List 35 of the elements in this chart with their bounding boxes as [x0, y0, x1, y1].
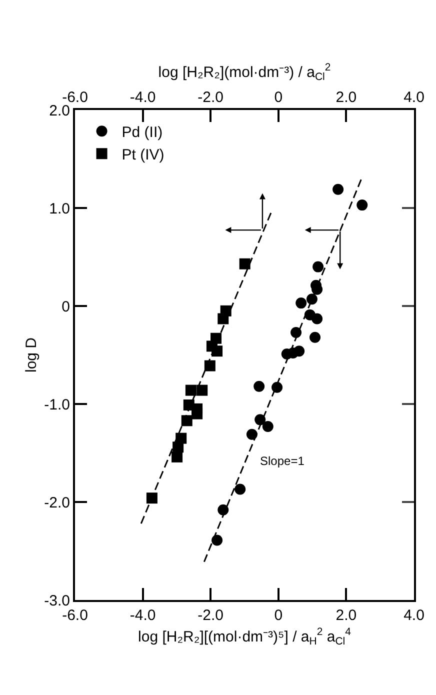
x-tick-label: -4.0	[130, 89, 156, 106]
x2-tick-label: -2.0	[198, 607, 224, 624]
point	[294, 346, 305, 357]
y-tick-label: -2.0	[44, 494, 70, 512]
point	[218, 504, 229, 516]
y-axis-title: log D	[22, 337, 40, 373]
x2-tick-label: 0	[274, 607, 283, 624]
point	[254, 380, 265, 392]
x2-tick-label: 2.0	[336, 607, 357, 624]
point	[332, 184, 344, 195]
y-tick-label: -3.0	[44, 592, 70, 610]
x2-tick-label: -4.0	[130, 607, 156, 624]
x-tick-label: 0	[274, 89, 283, 106]
point	[356, 200, 368, 211]
annotation: Slope=1	[260, 454, 305, 468]
point	[212, 534, 223, 546]
point	[312, 313, 323, 324]
point	[310, 332, 321, 343]
point	[234, 484, 246, 495]
y-tick-label: 1.0	[49, 200, 70, 218]
x-tick-label: 2.0	[336, 89, 357, 106]
y-tick-label: 0	[62, 298, 70, 316]
y-tick-label: -1.0	[44, 396, 70, 414]
point	[296, 298, 307, 309]
point	[262, 421, 274, 432]
point	[290, 326, 302, 338]
point	[272, 382, 283, 393]
point	[312, 261, 324, 272]
legend-label: Pt (IV)	[122, 146, 164, 164]
x-tick-label: 4.0	[404, 89, 424, 106]
point	[246, 428, 258, 440]
x-tick-label: -2.0	[198, 89, 224, 106]
x2-tick-label: -6.0	[62, 607, 88, 624]
x2-tick-label: 4.0	[404, 607, 424, 624]
legend-label: Pd (II)	[122, 124, 163, 141]
